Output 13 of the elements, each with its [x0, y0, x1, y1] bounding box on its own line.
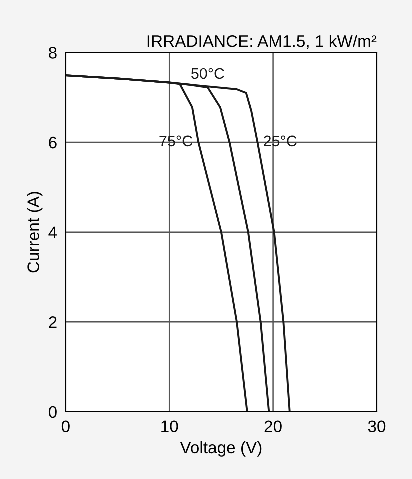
- chart-title: IRRADIANCE: AM1.5, 1 kW/m²: [148, 35, 377, 50]
- x-tick-label: 0: [62, 420, 70, 433]
- y-tick-label: 8: [49, 47, 57, 59]
- x-tick-label: 10: [162, 420, 178, 433]
- x-tick-label: 30: [368, 420, 386, 433]
- x-axis-title: Voltage (V): [180, 441, 262, 457]
- y-tick-label: 0: [48, 406, 57, 418]
- x-tick-label: 20: [264, 420, 282, 433]
- y-tick-label: 2: [49, 316, 57, 328]
- series-label: 50°C: [192, 68, 224, 80]
- y-tick-label: 4: [48, 226, 58, 238]
- y-tick-label: 6: [49, 136, 57, 149]
- y-axis-title: Current (A): [27, 192, 43, 273]
